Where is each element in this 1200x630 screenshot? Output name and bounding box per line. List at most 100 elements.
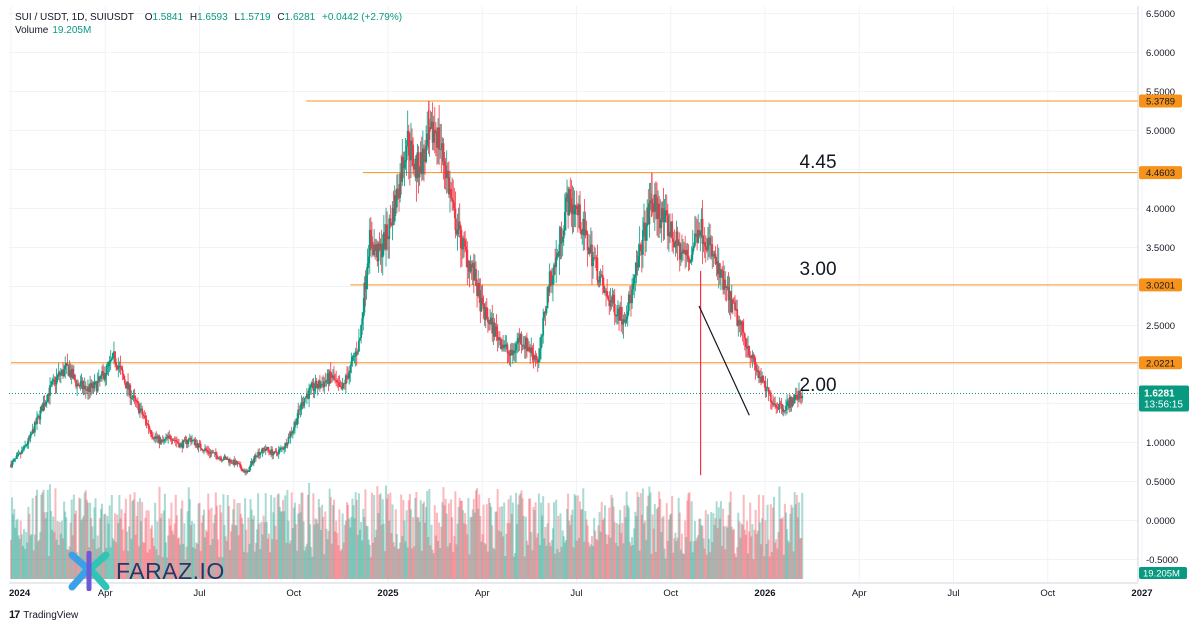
candle-body bbox=[663, 210, 666, 223]
volume-bar bbox=[446, 546, 449, 579]
volume-bar bbox=[498, 506, 501, 579]
volume-bar bbox=[618, 524, 621, 579]
candle-body bbox=[348, 372, 351, 379]
volume-bar bbox=[762, 495, 765, 579]
volume-bar bbox=[646, 506, 649, 579]
candle-body bbox=[36, 417, 38, 424]
candle-body bbox=[63, 369, 66, 377]
volume-bar bbox=[133, 492, 136, 579]
candle-body bbox=[783, 410, 786, 412]
candle-body bbox=[186, 441, 189, 444]
volume-bar bbox=[724, 549, 727, 579]
candle-body bbox=[131, 397, 134, 399]
candle-body bbox=[232, 459, 235, 464]
candle-body bbox=[218, 457, 221, 459]
volume-legend: Volume 19.205M bbox=[15, 25, 91, 36]
candle-body bbox=[430, 121, 433, 129]
candle-body bbox=[35, 421, 37, 424]
volume-bar bbox=[459, 500, 462, 579]
volume-bar bbox=[569, 525, 572, 579]
candle-body bbox=[516, 343, 519, 345]
volume-bar bbox=[166, 557, 169, 579]
volume-bar bbox=[781, 517, 784, 579]
candle-body bbox=[145, 419, 148, 425]
volume-bar bbox=[382, 523, 385, 579]
volume-bar bbox=[649, 492, 652, 579]
candle-body bbox=[255, 455, 257, 458]
candle-body bbox=[421, 148, 424, 175]
candle-body bbox=[300, 402, 303, 410]
candle-body bbox=[154, 436, 157, 439]
volume-bar bbox=[570, 514, 573, 579]
candle-body bbox=[61, 369, 63, 374]
volume-bar bbox=[184, 559, 187, 579]
volume-bar bbox=[693, 520, 696, 579]
level-badge bbox=[1139, 278, 1182, 292]
candle-body bbox=[652, 203, 655, 212]
candle-body bbox=[445, 170, 448, 179]
candle-body bbox=[524, 337, 527, 349]
volume-bar bbox=[246, 552, 249, 579]
volume-bar bbox=[691, 552, 694, 579]
volume-bar bbox=[557, 515, 560, 579]
candle-body bbox=[645, 226, 648, 241]
volume-bar bbox=[253, 551, 256, 579]
candle-body bbox=[508, 352, 511, 356]
volume-bar bbox=[549, 546, 552, 579]
volume-bar bbox=[60, 520, 63, 579]
candle-body bbox=[455, 230, 458, 235]
volume-bar bbox=[468, 554, 471, 579]
candle-body bbox=[287, 437, 290, 444]
candle-body bbox=[433, 129, 436, 131]
volume-bar bbox=[611, 497, 614, 579]
volume-bar bbox=[518, 495, 521, 579]
volume-bar bbox=[14, 527, 17, 579]
volume-bar bbox=[454, 491, 457, 579]
candle-body bbox=[20, 450, 23, 455]
volume-bar bbox=[433, 505, 436, 579]
candle-body bbox=[179, 443, 181, 448]
candle-body bbox=[213, 452, 216, 454]
volume-bar bbox=[514, 552, 517, 579]
volume-bar bbox=[306, 494, 309, 579]
candle-body bbox=[710, 244, 713, 246]
candle-body bbox=[290, 432, 293, 434]
candle-body bbox=[338, 382, 341, 387]
candle-body bbox=[582, 218, 585, 233]
volume-bar bbox=[30, 534, 33, 579]
volume-bar bbox=[706, 514, 709, 579]
volume-bar bbox=[647, 495, 650, 579]
candle-body bbox=[32, 429, 35, 433]
tradingview-attribution[interactable]: 17 TradingView bbox=[9, 609, 78, 621]
volume-bar bbox=[593, 518, 596, 579]
volume-bar bbox=[38, 539, 41, 579]
volume-bar bbox=[705, 554, 708, 579]
volume-bar bbox=[588, 546, 591, 579]
candle-body bbox=[401, 156, 404, 182]
volume-bar bbox=[709, 552, 712, 579]
volume-bar bbox=[360, 521, 363, 579]
volume-bar bbox=[602, 518, 605, 579]
candle-body bbox=[332, 375, 334, 378]
volume-bar bbox=[206, 531, 209, 579]
volume-bar bbox=[658, 491, 661, 579]
volume-bar bbox=[325, 528, 328, 579]
candle-body bbox=[723, 279, 726, 290]
volume-bar bbox=[17, 535, 20, 579]
volume-bar bbox=[586, 525, 589, 579]
volume-bar bbox=[175, 515, 178, 579]
volume-value: 19.205M bbox=[52, 25, 92, 36]
volume-bar bbox=[748, 531, 751, 579]
candle-body bbox=[205, 448, 207, 450]
candle-body bbox=[371, 236, 373, 249]
candle-body bbox=[648, 203, 651, 225]
candle-body bbox=[570, 198, 573, 214]
candle-body bbox=[140, 408, 142, 410]
candle-body bbox=[798, 390, 800, 400]
candle-body bbox=[547, 287, 550, 293]
candle-body bbox=[133, 395, 136, 398]
volume-bar bbox=[13, 509, 16, 579]
candle-body bbox=[405, 145, 408, 161]
volume-bar bbox=[774, 542, 777, 579]
